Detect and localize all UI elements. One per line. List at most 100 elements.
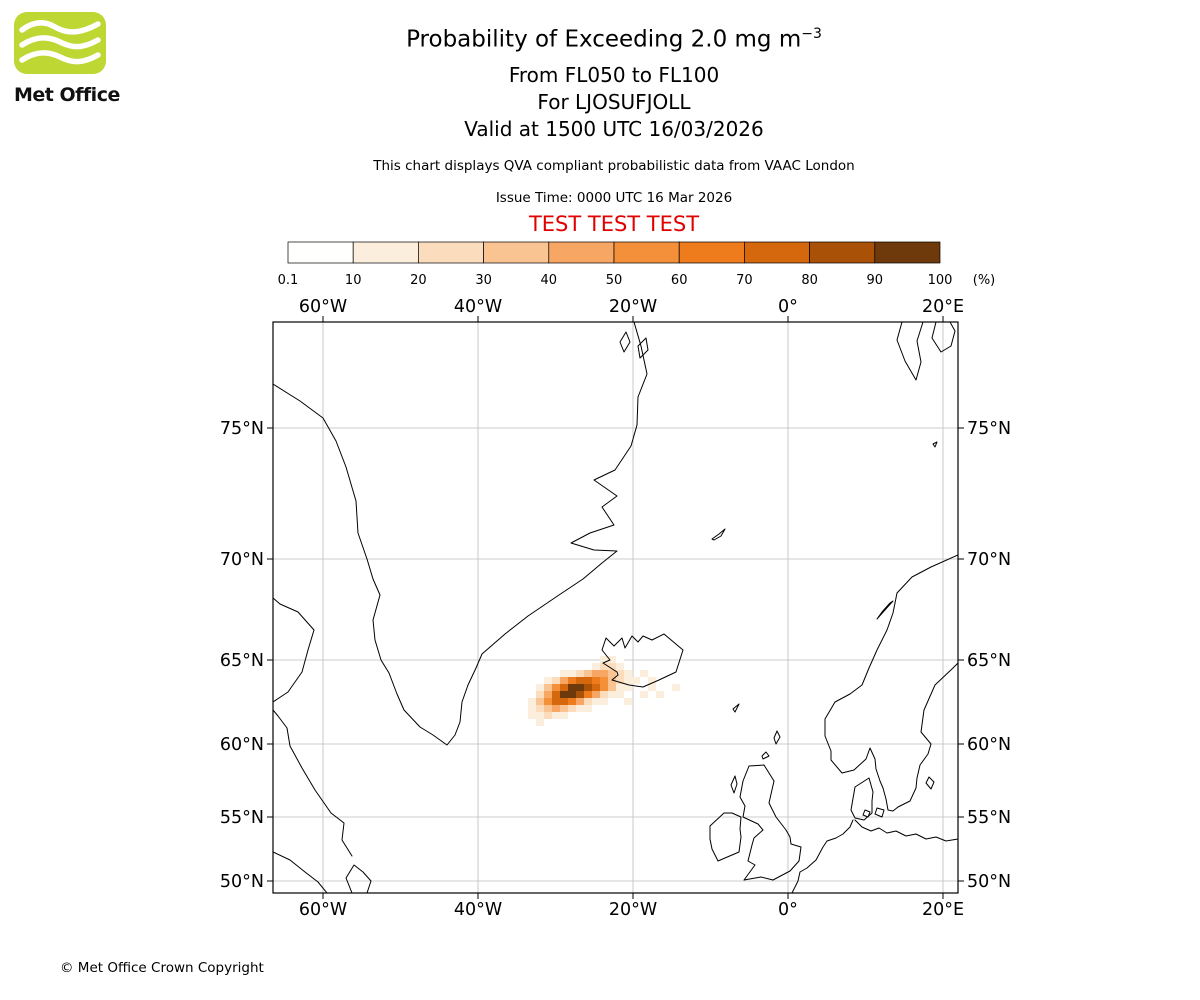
ash-probability-cell bbox=[568, 677, 576, 684]
ash-probability-cell bbox=[688, 684, 696, 691]
colorbar-tick-label: 70 bbox=[736, 273, 753, 288]
lat-label-right: 75°N bbox=[967, 419, 1011, 439]
colorbar-tick-label: 10 bbox=[345, 273, 362, 288]
ash-probability-cell bbox=[592, 677, 600, 684]
colorbar-tick-label: 30 bbox=[475, 273, 492, 288]
ash-probability-cell bbox=[544, 691, 552, 698]
ash-probability-cell bbox=[592, 663, 600, 670]
ash-probability-cell bbox=[608, 663, 616, 670]
ash-probability-cell bbox=[528, 719, 536, 726]
lon-label-top: 0° bbox=[778, 297, 798, 317]
lat-label-right: 55°N bbox=[967, 808, 1011, 828]
ash-probability-cell bbox=[600, 684, 608, 691]
probability-colorbar: 0.1 10 20 30 40 50 60 70 80 90 100 (%) bbox=[278, 241, 996, 288]
ash-probability-cell bbox=[552, 712, 560, 719]
ash-probability-cell bbox=[552, 705, 560, 712]
coastline bbox=[791, 819, 854, 893]
ash-probability-cell bbox=[520, 712, 528, 719]
ash-probability-cell bbox=[672, 684, 680, 691]
coastline bbox=[345, 864, 372, 893]
lon-label-bottom: 20°E bbox=[922, 900, 964, 920]
colorbar-block-6 bbox=[678, 241, 745, 264]
coastline bbox=[739, 764, 802, 881]
subtitle-volcano: For LJOSUFJOLL bbox=[537, 90, 691, 114]
ash-probability-cell bbox=[544, 684, 552, 691]
lat-label-right: 65°N bbox=[967, 651, 1011, 671]
ash-probability-cell bbox=[536, 691, 544, 698]
ash-probability-cell bbox=[544, 705, 552, 712]
coastline bbox=[773, 730, 781, 745]
colorbar-block-3 bbox=[483, 241, 550, 264]
coastline bbox=[637, 337, 649, 359]
lon-label-top: 20°E bbox=[922, 297, 964, 317]
ash-probability-cell bbox=[600, 670, 608, 677]
coastline bbox=[824, 554, 958, 812]
coastline bbox=[761, 751, 770, 760]
ash-probability-cell bbox=[528, 698, 536, 705]
ash-probability-cell bbox=[600, 663, 608, 670]
issue-time: Issue Time: 0000 UTC 16 Mar 2026 bbox=[495, 190, 733, 206]
ash-probability-map: 60°W 60°W 40°W 40°W 20°W 20°W 0° 0° 20°E 20°E 75°N… bbox=[220, 297, 1011, 920]
colorbar-tick-label: 80 bbox=[801, 273, 818, 288]
coastline bbox=[925, 776, 935, 790]
coastline bbox=[619, 331, 631, 353]
lon-label-bottom: 20°W bbox=[609, 900, 657, 920]
ash-probability-cell bbox=[536, 684, 544, 691]
colorbar-block-0 bbox=[287, 241, 354, 264]
coastline bbox=[896, 322, 924, 381]
ash-probability-cell bbox=[536, 698, 544, 705]
ash-probability-cell bbox=[560, 670, 568, 677]
colorbar-block-9 bbox=[874, 241, 941, 264]
colorbar-block-5 bbox=[613, 241, 680, 264]
ash-probability-cell bbox=[544, 712, 552, 719]
lat-label-left: 70°N bbox=[220, 550, 264, 570]
qva-compliance-note: This chart displays QVA compliant probab… bbox=[373, 158, 855, 174]
colorbar-unit-label: (%) bbox=[973, 273, 996, 288]
ash-probability-cell bbox=[656, 684, 664, 691]
ash-probability-cell bbox=[592, 684, 600, 691]
ash-probability-cell bbox=[648, 677, 656, 684]
colorbar-tick-label: 90 bbox=[867, 273, 884, 288]
ash-probability-cell bbox=[584, 698, 592, 705]
ash-probability-cell bbox=[576, 684, 584, 691]
ash-probability-cell bbox=[544, 677, 552, 684]
test-banner: TEST TEST TEST bbox=[528, 212, 700, 236]
ash-probability-cell bbox=[616, 691, 624, 698]
colorbar-tick-label: 40 bbox=[541, 273, 558, 288]
coastline bbox=[854, 819, 958, 842]
ash-probability-cell bbox=[648, 705, 656, 712]
ash-probability-cell bbox=[592, 698, 600, 705]
colorbar-block-8 bbox=[809, 241, 876, 264]
ash-probability-cell bbox=[640, 670, 648, 677]
ash-probability-cell bbox=[624, 670, 632, 677]
lat-label-left: 60°N bbox=[220, 735, 264, 755]
lat-label-right: 60°N bbox=[967, 735, 1011, 755]
lat-label-right: 50°N bbox=[967, 872, 1011, 892]
coastline bbox=[732, 703, 740, 713]
ash-probability-cell bbox=[552, 691, 560, 698]
ash-probability-cell bbox=[600, 656, 608, 663]
coastline bbox=[709, 812, 742, 862]
coastline bbox=[931, 322, 956, 353]
ash-probability-cell bbox=[600, 698, 608, 705]
ash-probability-cell bbox=[560, 698, 568, 705]
ash-probability-cell bbox=[624, 684, 632, 691]
ash-probability-cell bbox=[664, 677, 672, 684]
ash-probability-cell bbox=[552, 698, 560, 705]
colorbar-tick-label: 100 bbox=[928, 273, 953, 288]
colorbar-tick-label: 20 bbox=[410, 273, 427, 288]
met-office-logo-text: Met Office bbox=[14, 84, 120, 106]
colorbar-block-2 bbox=[418, 241, 484, 264]
ash-probability-cell bbox=[568, 712, 576, 719]
lat-label-left: 55°N bbox=[220, 808, 264, 828]
title-main: Probability of Exceeding 2.0 mg m bbox=[406, 26, 802, 53]
colorbar-tick-label: 60 bbox=[671, 273, 688, 288]
ash-probability-cell bbox=[576, 691, 584, 698]
ash-probability-cell bbox=[560, 712, 568, 719]
ash-probability-cell bbox=[560, 705, 568, 712]
ash-probability-cell bbox=[568, 670, 576, 677]
ash-probability-cell bbox=[576, 677, 584, 684]
title-superscript: −3 bbox=[801, 26, 822, 42]
ash-probability-cell bbox=[560, 684, 568, 691]
ash-probability-cell bbox=[576, 705, 584, 712]
